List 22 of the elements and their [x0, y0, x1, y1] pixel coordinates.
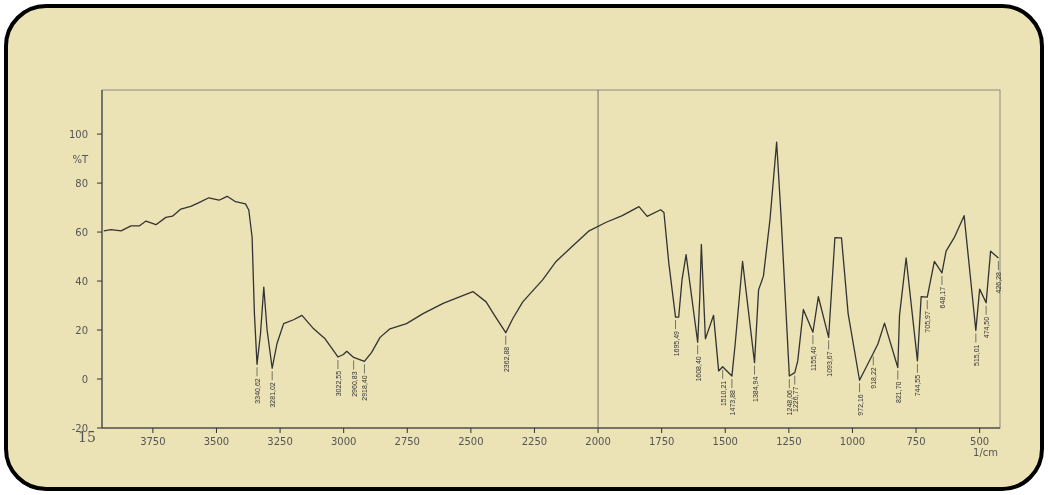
x-tick-label: 500	[970, 436, 990, 447]
x-tick-label: 3500	[203, 436, 230, 447]
x-tick-label: 1500	[712, 436, 738, 447]
x-tick-label: 3250	[267, 436, 293, 447]
x-tick-label: 2750	[394, 436, 420, 447]
y-tick-label: 80	[75, 178, 88, 190]
x-tick-label: 1250	[776, 436, 802, 447]
y-axis-title: %T	[72, 153, 89, 165]
y-tick-label: 60	[75, 227, 88, 239]
x-tick-label: 3000	[330, 436, 357, 447]
y-tick-label: 40	[75, 276, 88, 288]
y-tick-label: 100	[68, 129, 88, 141]
x-tick-label: 1750	[648, 436, 675, 447]
x-tick-label: 1000	[839, 436, 866, 447]
y-tick-label: 20	[75, 325, 88, 337]
x-tick-label: 3750	[140, 436, 166, 447]
x-tick-label: 2250	[521, 436, 548, 447]
y-tick-label: 0	[81, 374, 88, 386]
x-tick-label: 2500	[458, 436, 484, 447]
x-axis-title: 1/cm	[973, 447, 998, 458]
x-tick-label: 2000	[585, 436, 611, 447]
x-tick-label: 750	[906, 436, 926, 447]
